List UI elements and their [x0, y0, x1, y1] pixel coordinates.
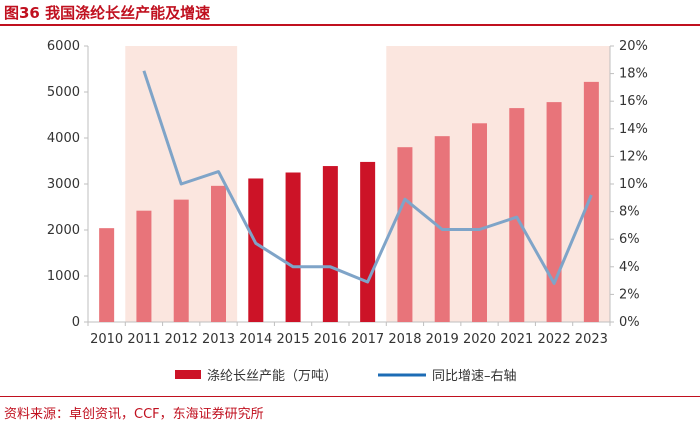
chart: 0 1000 2000 3000 4000 5000 6000 0% 2% 4% 6% 8% 10% 12… — [47, 39, 648, 384]
x-tick-label: 2023 — [575, 332, 608, 347]
line-series — [142, 70, 593, 285]
y-left-tick-label: 4000 — [47, 131, 80, 146]
bar-2012 — [173, 199, 189, 322]
y-left-tick-label: 5000 — [47, 85, 80, 100]
legend-bar-swatch — [175, 370, 201, 379]
y-right-tick-label: 16% — [619, 94, 648, 109]
legend: 涤纶长丝产能（万吨） 同比增速–右轴 — [175, 369, 517, 384]
y-right-tick-label: 12% — [619, 149, 648, 164]
x-tick-label: 2014 — [239, 332, 272, 347]
x-tick-label: 2011 — [127, 332, 160, 347]
title-divider — [0, 24, 700, 26]
bar-2017 — [360, 161, 376, 322]
bar-2016 — [322, 166, 338, 322]
legend-bar-label: 涤纶长丝产能（万吨） — [207, 369, 337, 384]
y-right-tick-label: 2% — [619, 287, 640, 302]
source-divider — [0, 396, 700, 397]
y-right-tick-label: 4% — [619, 260, 640, 275]
x-tick-label: 2013 — [202, 332, 235, 347]
tick-labels: 0 1000 2000 3000 4000 5000 6000 0% 2% 4% 6% 8% 10% 12… — [47, 39, 648, 347]
x-tick-label: 2010 — [90, 332, 123, 347]
y-right-tick-label: 8% — [619, 205, 640, 220]
x-tick-label: 2020 — [463, 332, 496, 347]
x-tick-label: 2012 — [165, 332, 198, 347]
bar-2022 — [546, 102, 562, 323]
bar-2010 — [99, 228, 115, 322]
growth-rate-line — [142, 70, 593, 285]
bar-2015 — [285, 172, 301, 322]
x-tick-label: 2021 — [500, 332, 533, 347]
legend-line-label: 同比增速–右轴 — [432, 369, 517, 384]
y-left-tick-label: 6000 — [47, 39, 80, 54]
y-right-tick-label: 0% — [619, 315, 640, 330]
x-tick-label: 2016 — [314, 332, 347, 347]
figure-title: 图36 我国涤纶长丝产能及增速 — [4, 4, 211, 22]
x-tick-label: 2017 — [351, 332, 384, 347]
bar-series — [99, 81, 599, 323]
y-right-tick-label: 20% — [619, 39, 648, 54]
x-tick-label: 2015 — [277, 332, 310, 347]
x-tick-label: 2019 — [426, 332, 459, 347]
bar-2018 — [397, 147, 413, 322]
source-note: 资料来源：卓创资讯，CCF，东海证券研究所 — [4, 407, 264, 422]
bar-2013 — [211, 185, 226, 322]
y-right-tick-label: 6% — [619, 232, 640, 247]
y-right-tick-label: 18% — [619, 67, 648, 82]
bar-2014 — [248, 178, 264, 322]
bar-2011 — [136, 210, 152, 322]
y-right-tick-label: 14% — [619, 122, 648, 137]
y-left-tick-label: 3000 — [47, 177, 80, 192]
shaded-regions — [125, 46, 610, 322]
bar-2020 — [472, 123, 487, 322]
y-left-tick-label: 0 — [72, 315, 80, 330]
shaded-region-2 — [386, 46, 610, 322]
y-left-tick-label: 2000 — [47, 223, 80, 238]
bar-2023 — [583, 81, 599, 322]
y-right-tick-label: 10% — [619, 177, 648, 192]
x-tick-label: 2018 — [388, 332, 421, 347]
y-left-tick-label: 1000 — [47, 269, 80, 284]
bar-2021 — [509, 108, 525, 322]
x-tick-label: 2022 — [538, 332, 571, 347]
